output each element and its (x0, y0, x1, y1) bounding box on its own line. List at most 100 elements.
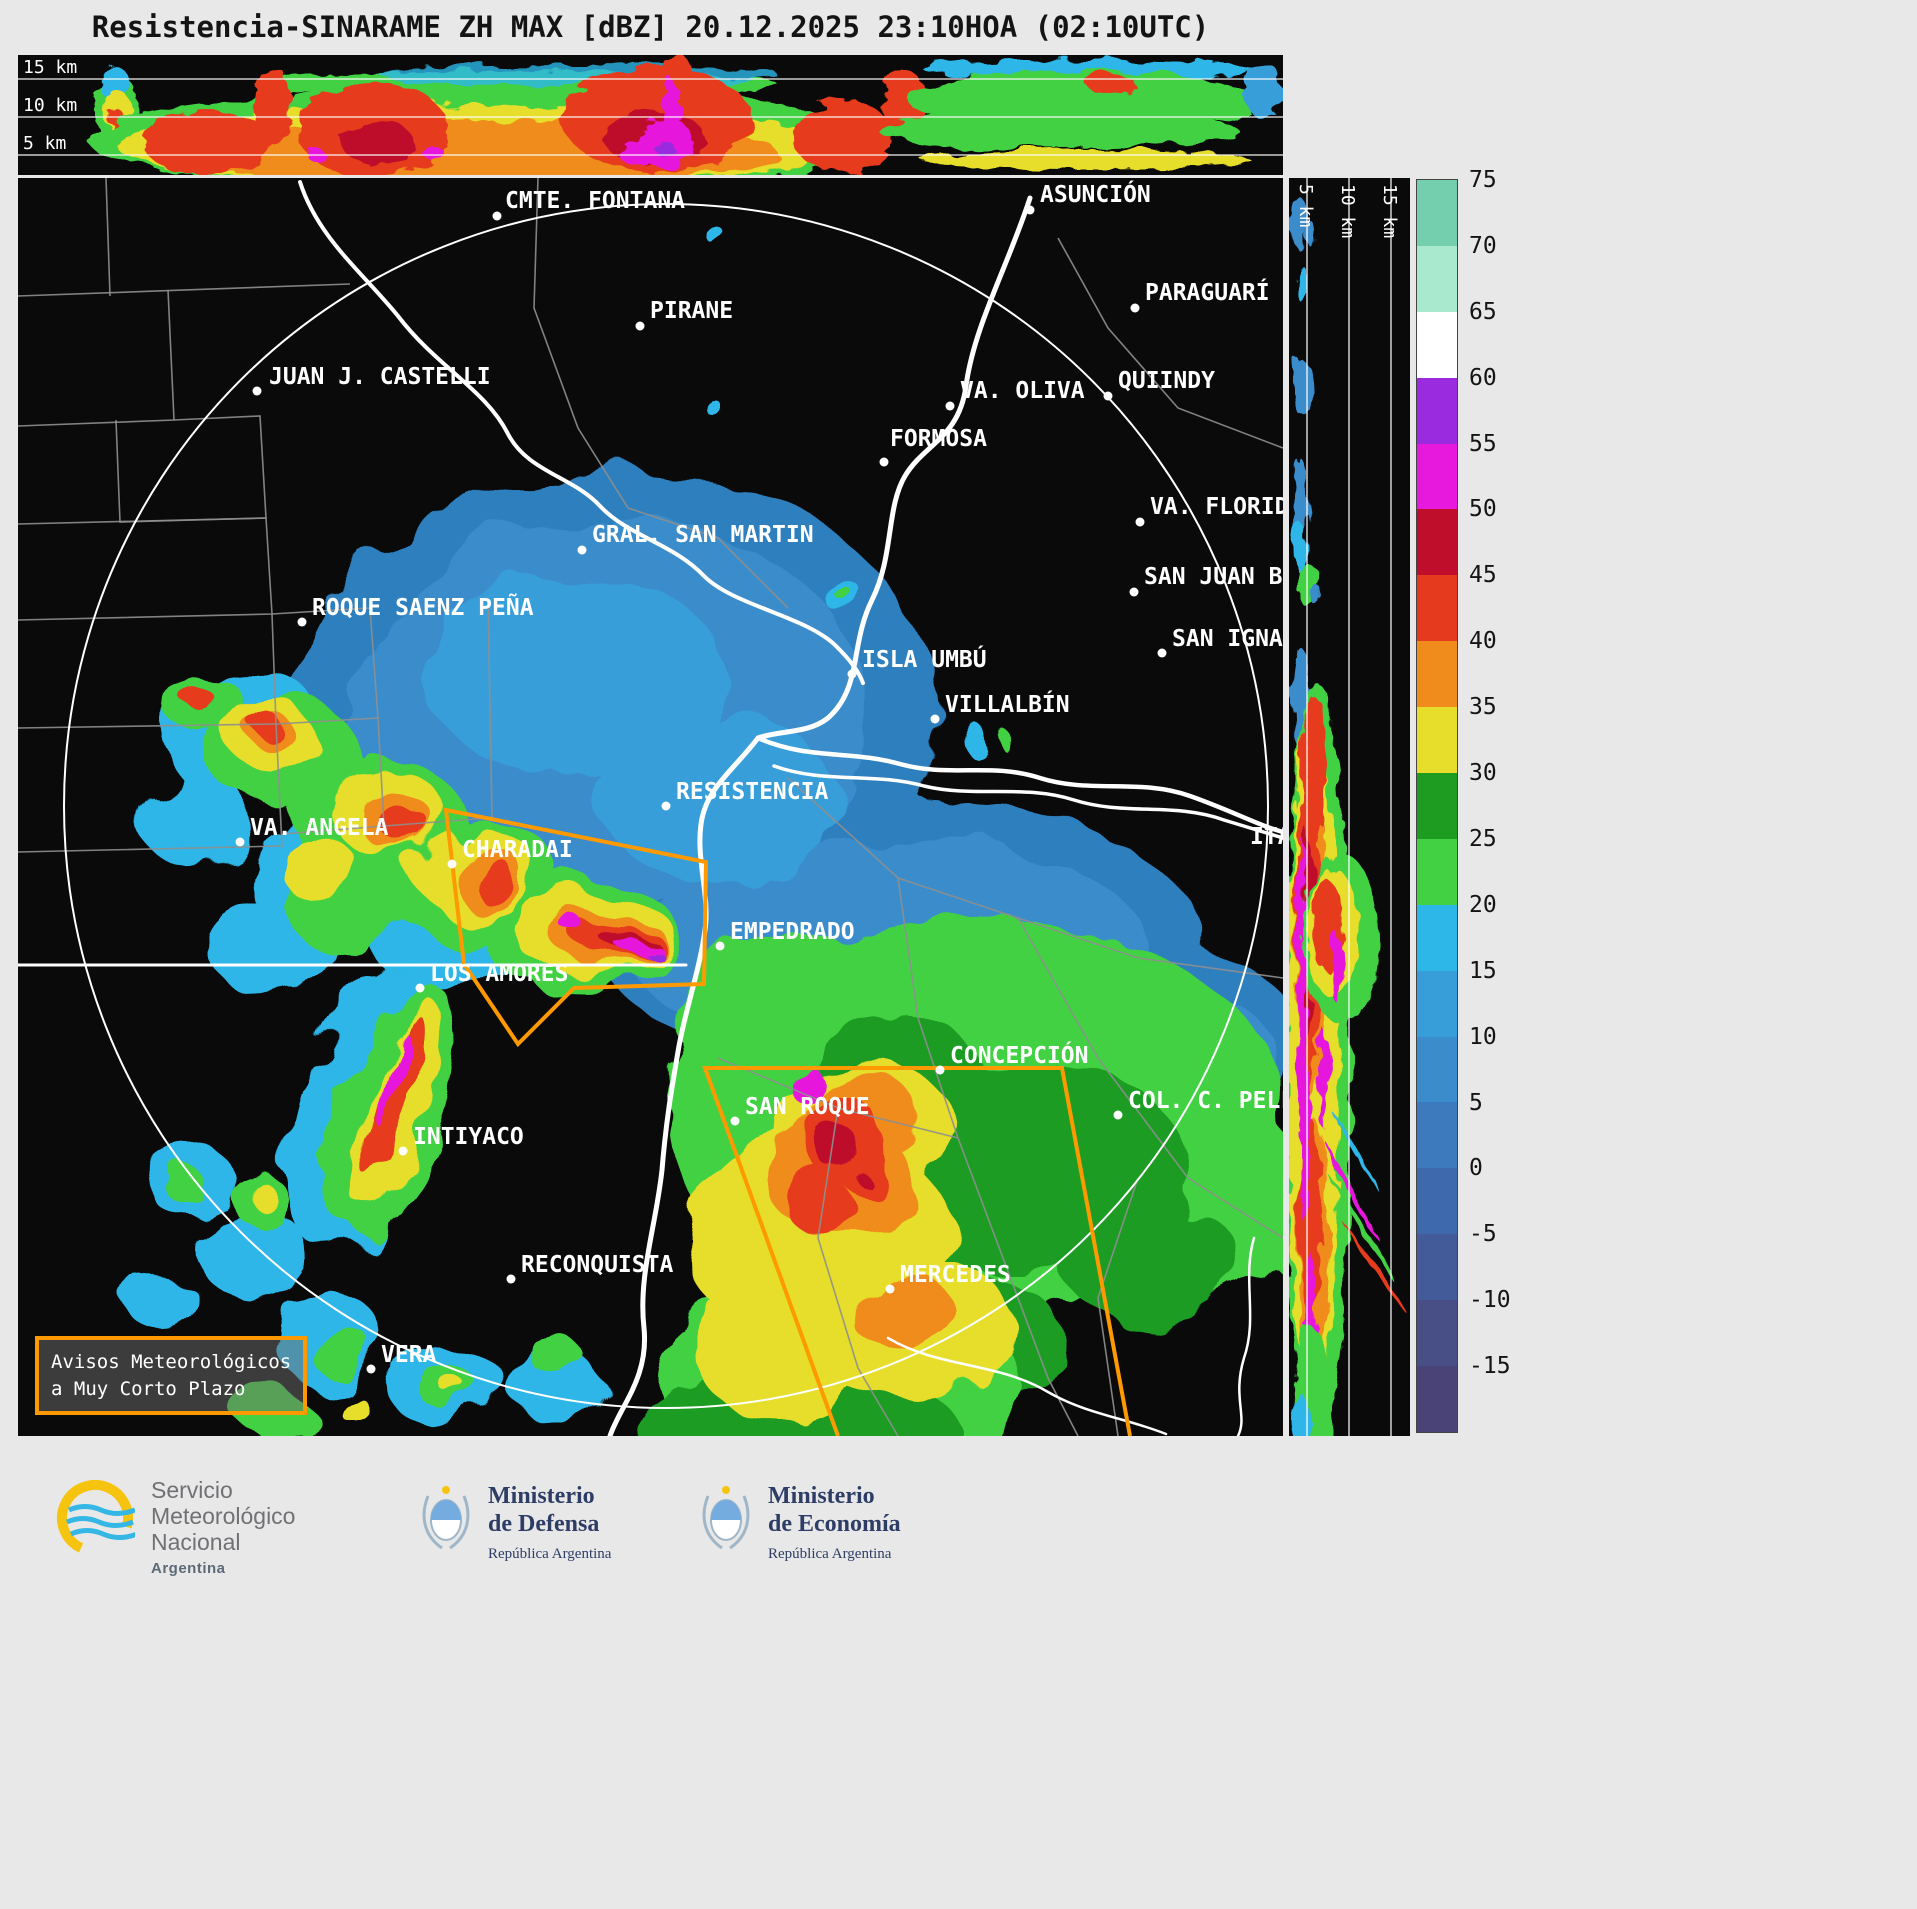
city-label: RESISTENCIA (676, 779, 828, 805)
city-label: FORMOSA (890, 426, 987, 452)
city-label: PARAGUARÍ (1145, 278, 1270, 306)
river-corrientes-1 (1236, 1236, 1256, 1436)
warning-polygon-2 (702, 1066, 1132, 1436)
colorbar-tick: 30 (1469, 760, 1497, 787)
map-echoes (133, 229, 1283, 1436)
city-dot (577, 545, 587, 555)
smn-name-line3: Nacional (151, 1528, 241, 1555)
height-axis-label: 10 km (1337, 184, 1358, 239)
admin-borders (18, 178, 1283, 1436)
city-label: LOS AMORES (430, 961, 568, 987)
smn-country: Argentina (151, 1560, 226, 1578)
smn-logo-block: Servicio Meteorológico Nacional Argentin… (55, 1477, 296, 1578)
colorbar-scale (1416, 179, 1458, 1433)
top-echoes (88, 55, 1283, 175)
river-parana-south (607, 735, 761, 1436)
warning-box: Avisos Meteorológicos a Muy Corto Plazo (35, 1336, 308, 1416)
city-dot (235, 837, 245, 847)
city-dot (847, 669, 857, 679)
city-dot (1129, 587, 1139, 597)
colorbar-segment (1417, 1168, 1457, 1235)
radar-map-panel: CMTE. FONTANA ASUNCIÓN PIRANE PARAGUARÍ JUAN… (18, 178, 1283, 1436)
colorbar-segment (1417, 1300, 1457, 1367)
page-title: Resistencia-SINARAME ZH MAX [dBZ] 20.12.… (91, 10, 1210, 44)
city-label: ISLA UMBÚ (862, 645, 987, 673)
city-label: ASUNCIÓN (1040, 180, 1151, 208)
river-bermejo (298, 180, 865, 685)
warning-polygons (443, 807, 1132, 1436)
colorbar-tick: 25 (1469, 825, 1497, 852)
colorbar-tick: 60 (1469, 364, 1497, 391)
city-dot (415, 983, 425, 993)
warning-box-line2: a Muy Corto Plazo (51, 1377, 246, 1400)
city-label: ROQUE SAENZ PEÑA (312, 593, 534, 621)
colorbar-tick: 50 (1469, 496, 1497, 523)
colorbar-tick: 10 (1469, 1023, 1497, 1050)
colorbar-segment (1417, 1234, 1457, 1301)
city-label: SAN ROQUE (745, 1094, 870, 1120)
height-axis-label: 15 km (1379, 184, 1400, 239)
city-labels: CMTE. FONTANA ASUNCIÓN PIRANE PARAGUARÍ JUAN… (235, 180, 1283, 1374)
colorbar-segment (1417, 1036, 1457, 1103)
warning-box-line1: Avisos Meteorológicos (51, 1351, 292, 1373)
city-dot (1135, 517, 1145, 527)
radar-map-plot: CMTE. FONTANA ASUNCIÓN PIRANE PARAGUARÍ JUAN… (18, 178, 1283, 1436)
city-dot (1157, 648, 1167, 658)
city-dot (715, 941, 725, 951)
colorbar-segment (1417, 641, 1457, 708)
ministry-defensa-block: Ministerio de Defensa República Argentin… (420, 1482, 611, 1563)
city-dot (935, 1065, 945, 1075)
city-label: COL. C. PELLEGRINI (1128, 1088, 1283, 1114)
smn-name-line2: Meteorológico (151, 1502, 296, 1529)
city-label: VILLALBÍN (945, 690, 1070, 718)
city-dot (661, 801, 671, 811)
colorbar-segment (1417, 970, 1457, 1037)
colorbar-tick: 55 (1469, 430, 1497, 457)
height-axis-label: 15 km (23, 57, 78, 78)
colorbar-segment (1417, 377, 1457, 444)
defensa-sub: República Argentina (488, 1545, 612, 1562)
city-label: VA. FLORIDA (1150, 494, 1283, 520)
city-label: CONCEPCIÓN (950, 1041, 1088, 1069)
city-dot (506, 1274, 516, 1284)
city-dot (635, 321, 645, 331)
top-height-gridlines (18, 78, 1283, 156)
colorbar-tick: 75 (1469, 167, 1497, 193)
colorbar-segment (1417, 575, 1457, 642)
city-dot (885, 1284, 895, 1294)
city-label: SAN IGNACIO (1172, 626, 1283, 652)
coat-of-arms-icon (702, 1486, 750, 1550)
colorbar-segment (1417, 707, 1457, 774)
city-label: VA. ANGELA (250, 815, 389, 841)
top-cross-section-panel: 15 km 10 km 5 km (18, 55, 1283, 175)
city-dot (930, 714, 940, 724)
economia-line2: de Economía (768, 1511, 901, 1538)
economia-sub: República Argentina (768, 1545, 892, 1562)
city-label: RECONQUISTA (521, 1252, 673, 1278)
height-axis-label: 10 km (23, 95, 78, 116)
rivers (18, 180, 1283, 1436)
city-dot (366, 1364, 376, 1374)
city-dot (1025, 205, 1035, 215)
city-label: VERA (381, 1342, 437, 1368)
colorbar-segment (1417, 1366, 1457, 1432)
city-dot (1103, 391, 1113, 401)
city-label: INTIYACO (413, 1124, 524, 1150)
height-axis-label: 5 km (23, 133, 67, 154)
colorbar-tick: 45 (1469, 562, 1497, 589)
colorbar-tick: -5 (1469, 1221, 1497, 1248)
top-cross-section-plot (18, 55, 1283, 175)
city-dot (1113, 1110, 1123, 1120)
city-dot (945, 401, 955, 411)
city-label: SAN JUAN BAUTISTA (1144, 564, 1283, 590)
height-axis-label: 5 km (1295, 184, 1316, 228)
city-label: VA. OLIVA (960, 378, 1085, 404)
colorbar-segment (1417, 838, 1457, 905)
colorbar-segment (1417, 245, 1457, 312)
river-parana-east (755, 735, 1283, 835)
city-label: JUAN J. CASTELLI (269, 364, 491, 390)
colorbar-segment (1417, 443, 1457, 510)
coat-of-arms-icon (422, 1486, 470, 1550)
colorbar-segment (1417, 773, 1457, 839)
